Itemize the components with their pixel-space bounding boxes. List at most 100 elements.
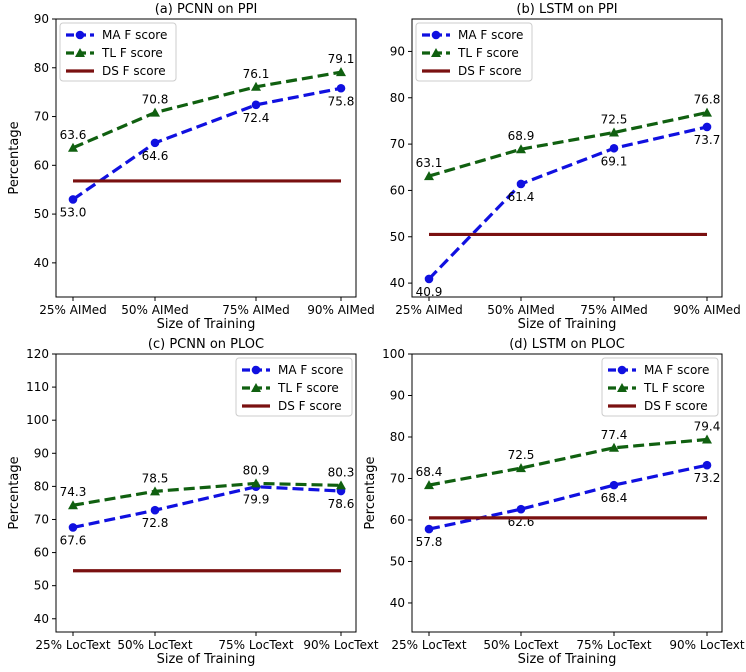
y-tick-label: 90 [34,12,49,26]
data-label: 79.1 [328,52,355,66]
y-tick-label: 120 [26,347,49,361]
data-label: 40.9 [416,285,443,299]
legend: MA F score TL F score DS F score [601,357,719,417]
x-tick-label: 25% AIMed [395,303,463,317]
y-tick-label: 70 [34,512,49,526]
marker-circle [609,143,619,153]
y-tick-label: 80 [390,430,405,444]
x-tick-label: 75% AIMed [580,303,648,317]
data-label: 72.5 [508,448,535,462]
legend-box [235,357,353,417]
data-label: 73.7 [694,133,721,147]
legend-label: DS F score [102,64,166,78]
legend-label: DS F score [278,399,342,413]
chart-panel: (a) PCNN on PPI 40 50 60 70 80 90 25% AIMed 50% … [7,2,375,332]
marker-triangle [150,486,160,496]
legend-label: TL F score [643,381,705,395]
marker-triangle [516,463,526,473]
data-label: 57.8 [416,535,443,549]
legend-box [601,357,719,417]
chart-title: (c) PCNN on PLOC [148,337,264,352]
marker-circle [702,122,712,132]
x-tick-label: 90% AIMed [673,303,741,317]
x-tick-label: 90% LocText [669,638,744,652]
y-tick-label: 90 [390,388,405,402]
legend-box [415,22,533,82]
marker-triangle [609,442,619,452]
chart-panel: (d) LSTM on PLOC 40 50 60 70 80 90 100 25% LocTe… [363,337,745,667]
legend-label: TL F score [457,46,519,60]
chart-panel: (c) PCNN on PLOC 40 50 60 70 80 90 100 110 120 25%… [7,337,379,667]
y-tick-label: 100 [382,347,405,361]
data-label: 74.3 [60,485,87,499]
data-label: 80.9 [243,463,270,477]
y-tick-label: 70 [390,471,405,485]
data-label: 69.1 [601,154,628,168]
y-tick-label: 100 [26,413,49,427]
legend-marker [617,383,627,392]
legend: MA F score TL F score DS F score [59,22,177,82]
x-tick-label: 75% LocText [218,638,293,652]
marker-triangle [609,127,619,137]
data-label: 76.1 [243,67,270,81]
marker-circle [68,523,78,532]
x-axis-label: Size of Training [518,652,617,667]
series-line-ma [72,86,342,201]
data-label: 68.4 [416,465,443,479]
y-tick-label: 40 [390,596,405,610]
legend-marker [251,365,261,375]
marker-triangle [702,107,712,117]
legend-marker [431,48,441,57]
data-label: 63.1 [416,156,443,170]
y-tick-label: 40 [34,256,49,270]
data-label: 63.6 [60,128,87,142]
marker-circle [336,83,346,93]
legend-label: MA F score [278,363,343,377]
data-label: 70.8 [142,93,169,107]
x-tick-label: 25% AIMed [39,303,107,317]
y-axis-label: Percentage [7,121,22,194]
marker-circle [424,524,434,534]
chart-title: (d) LSTM on PLOC [509,337,625,352]
series-line-ma [72,485,342,529]
data-label: 73.2 [694,471,721,485]
legend-marker [617,365,627,375]
chart-panel: (b) LSTM on PPI 40 50 60 70 80 90 25% AIMed 50% … [390,2,741,332]
data-label: 68.9 [508,129,535,143]
legend-label: MA F score [458,28,523,42]
legend-box [59,22,177,82]
x-tick-label: 50% LocText [483,638,558,652]
x-tick-label: 50% LocText [117,638,192,652]
legend: MA F score TL F score DS F score [415,22,533,82]
x-axis-label: Size of Training [518,317,617,332]
y-tick-label: 60 [390,513,405,527]
legend-marker [75,48,85,57]
x-tick-label: 75% AIMed [222,303,290,317]
marker-circle [424,274,434,284]
data-label: 72.4 [243,111,270,125]
data-label: 68.4 [601,491,628,505]
marker-triangle [251,478,261,488]
marker-circle [150,505,160,515]
y-tick-label: 90 [390,44,405,58]
marker-triangle [424,171,434,181]
y-tick-label: 50 [390,554,405,568]
marker-triangle [68,142,78,152]
x-tick-label: 50% AIMed [121,303,189,317]
x-axis-label: Size of Training [157,317,256,332]
x-tick-label: 90% LocText [303,638,378,652]
x-tick-label: 25% LocText [391,638,466,652]
marker-triangle [424,480,434,490]
legend-marker [431,30,441,40]
legend-label: TL F score [101,46,163,60]
data-label: 79.4 [694,419,721,433]
marker-circle [150,138,160,148]
data-label: 78.5 [142,471,169,485]
x-tick-label: 90% AIMed [307,303,375,317]
x-tick-label: 50% AIMed [487,303,555,317]
y-tick-label: 50 [390,230,405,244]
legend-marker [251,383,261,392]
chart-title: (a) PCNN on PPI [155,2,258,17]
y-tick-label: 80 [34,61,49,75]
